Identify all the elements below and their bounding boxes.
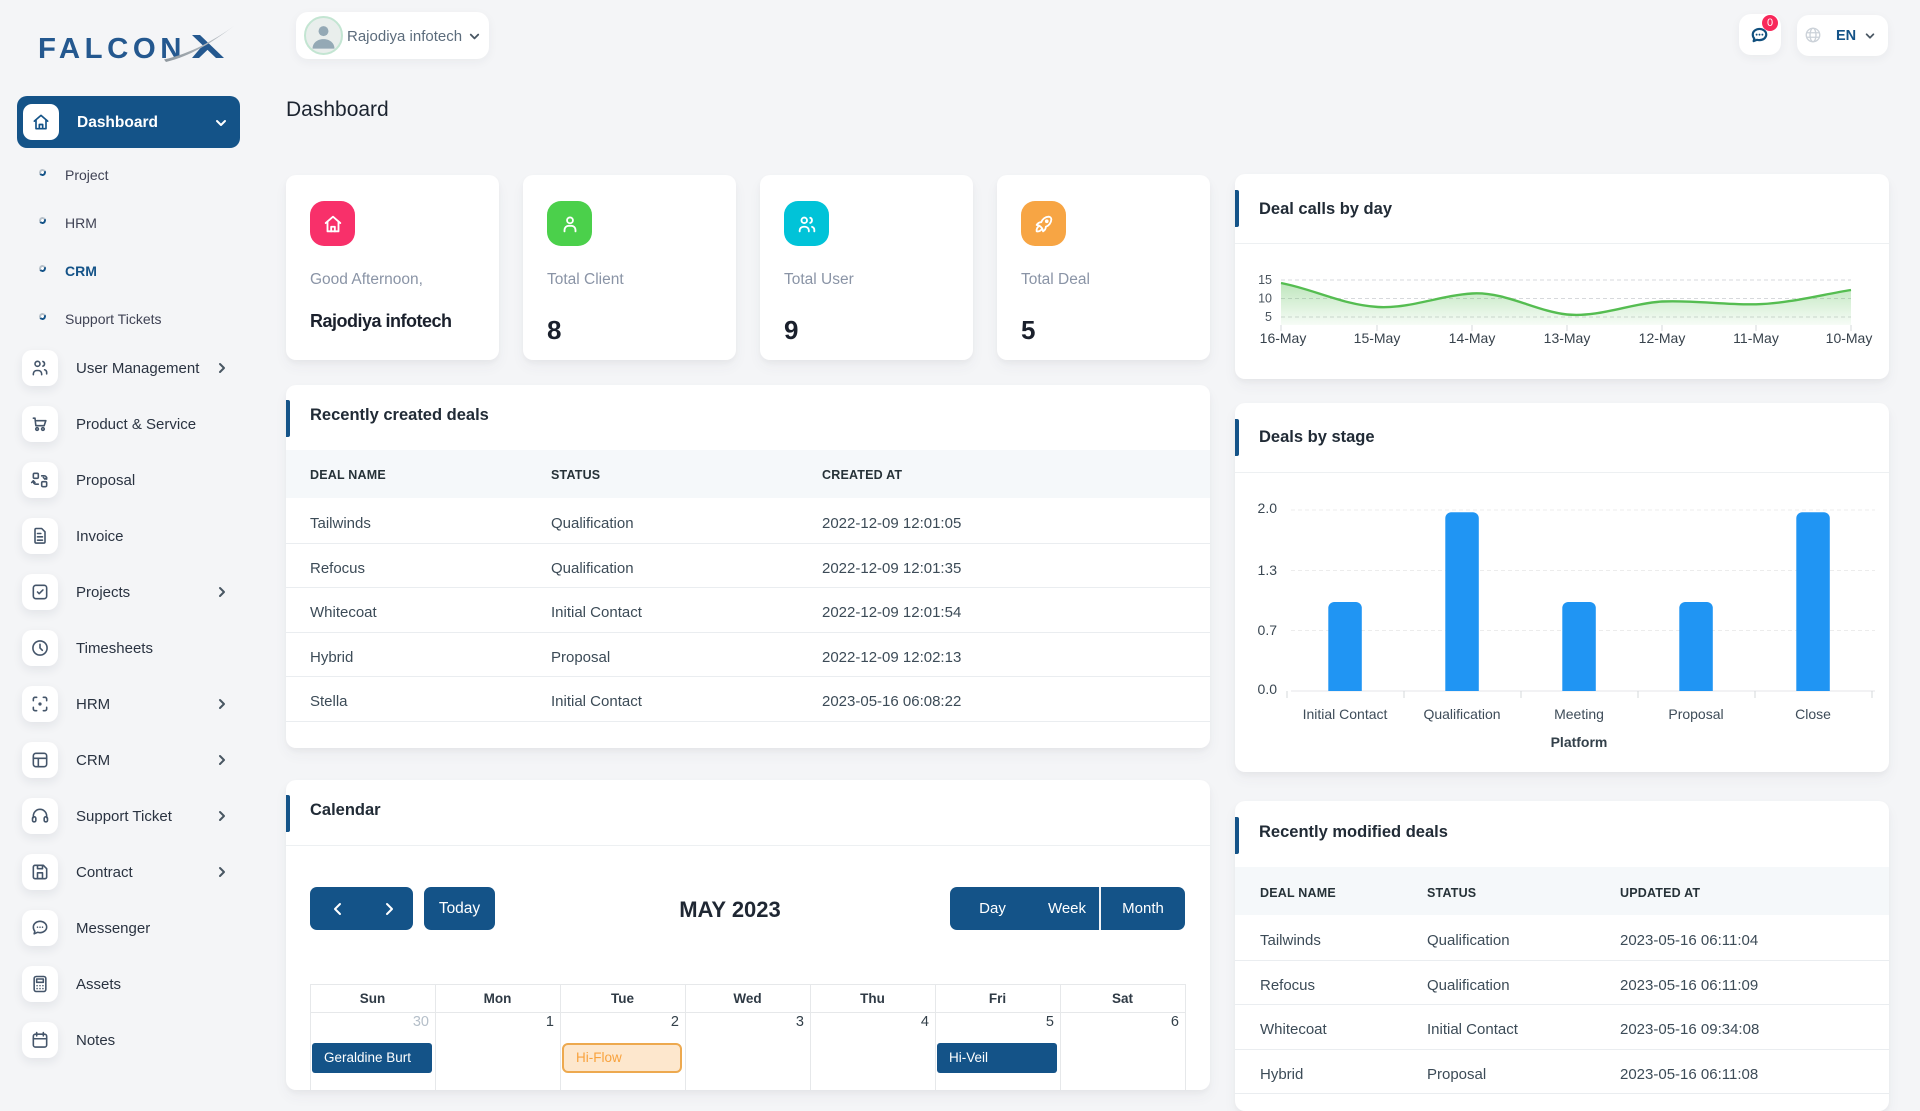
svg-text:11-May: 11-May bbox=[1733, 330, 1779, 346]
svg-text:13-May: 13-May bbox=[1544, 330, 1591, 346]
svg-text:5: 5 bbox=[1265, 310, 1272, 324]
svg-text:15: 15 bbox=[1258, 273, 1272, 287]
svg-text:14-May: 14-May bbox=[1449, 330, 1496, 346]
svg-text:10-May: 10-May bbox=[1826, 330, 1873, 346]
svg-text:15-May: 15-May bbox=[1354, 330, 1401, 346]
svg-text:Qualification: Qualification bbox=[1423, 706, 1500, 722]
svg-text:16-May: 16-May bbox=[1260, 330, 1307, 346]
svg-text:0.0: 0.0 bbox=[1258, 681, 1278, 697]
svg-text:2.0: 2.0 bbox=[1258, 500, 1278, 516]
svg-text:Meeting: Meeting bbox=[1554, 706, 1604, 722]
svg-text:Proposal: Proposal bbox=[1668, 706, 1723, 722]
svg-text:Platform: Platform bbox=[1551, 734, 1608, 750]
svg-text:0.7: 0.7 bbox=[1258, 622, 1278, 638]
svg-text:10: 10 bbox=[1258, 292, 1272, 306]
svg-text:Close: Close bbox=[1795, 706, 1831, 722]
svg-text:Initial Contact: Initial Contact bbox=[1303, 706, 1388, 722]
svg-text:FALCON: FALCON bbox=[38, 33, 186, 65]
svg-text:1.3: 1.3 bbox=[1258, 562, 1278, 578]
svg-text:12-May: 12-May bbox=[1639, 330, 1686, 346]
